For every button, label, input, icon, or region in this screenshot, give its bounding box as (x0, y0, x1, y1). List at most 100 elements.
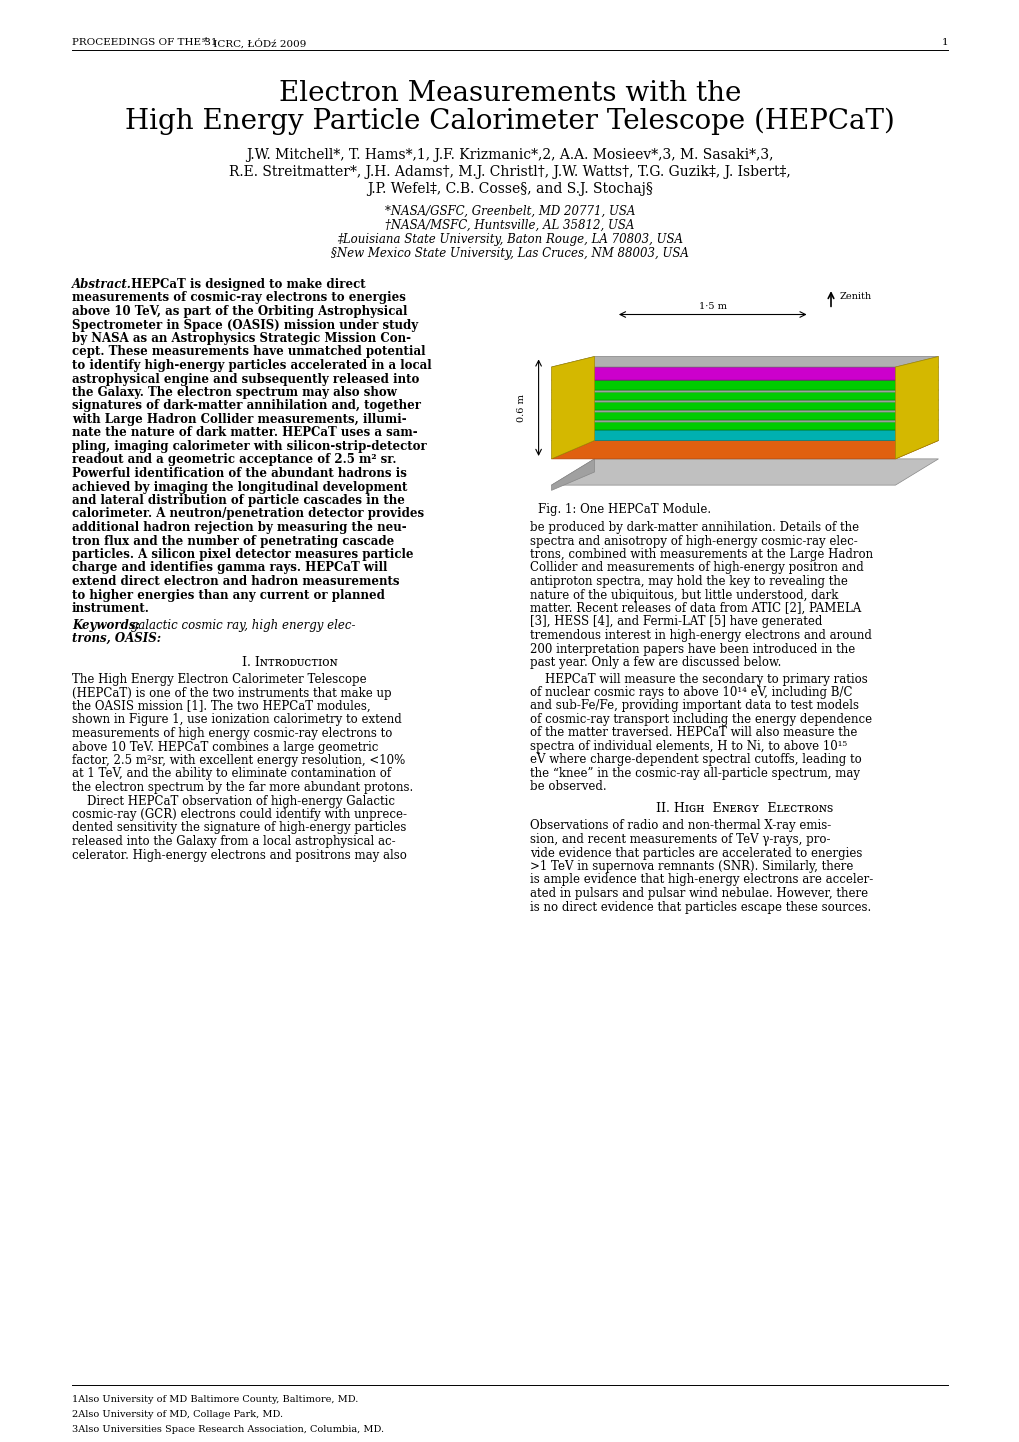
Text: eV where charge-dependent spectral cutoffs, leading to: eV where charge-dependent spectral cutof… (530, 754, 861, 767)
Text: Direct HEPCaT observation of high-energy Galactic: Direct HEPCaT observation of high-energy… (72, 795, 394, 808)
Text: *NASA/GSFC, Greenbelt, MD 20771, USA: *NASA/GSFC, Greenbelt, MD 20771, USA (384, 205, 635, 218)
Text: HEPCaT is designed to make direct: HEPCaT is designed to make direct (127, 278, 365, 291)
Polygon shape (551, 410, 937, 420)
Text: 1: 1 (941, 37, 947, 48)
Text: astrophysical engine and subsequently released into: astrophysical engine and subsequently re… (72, 372, 419, 385)
Text: dented sensitivity the signature of high-energy particles: dented sensitivity the signature of high… (72, 822, 406, 835)
Text: nature of the ubiquitous, but little understood, dark: nature of the ubiquitous, but little und… (530, 588, 838, 601)
Text: Abstract.: Abstract. (72, 278, 131, 291)
Polygon shape (551, 459, 594, 490)
Text: II. Hɪɢʜ  Eɴᴇʀɢʏ  Eʟᴇᴄᴛʀᴏɴs: II. Hɪɢʜ Eɴᴇʀɢʏ Eʟᴇᴄᴛʀᴏɴs (656, 802, 833, 815)
Text: of nuclear cosmic rays to above 10¹⁴ eV, including B/C: of nuclear cosmic rays to above 10¹⁴ eV,… (530, 686, 852, 699)
Text: cept. These measurements have unmatched potential: cept. These measurements have unmatched … (72, 346, 425, 359)
Text: The High Energy Electron Calorimeter Telescope: The High Energy Electron Calorimeter Tel… (72, 673, 366, 686)
Text: J.P. Wefel‡, C.B. Cosse§, and S.J. Stochaj§: J.P. Wefel‡, C.B. Cosse§, and S.J. Stoch… (367, 182, 652, 196)
Text: spectra of individual elements, H to Ni, to above 10¹⁵: spectra of individual elements, H to Ni,… (530, 740, 847, 753)
Text: and sub-Fe/Fe, providing important data to test models: and sub-Fe/Fe, providing important data … (530, 699, 858, 712)
Text: particles. A silicon pixel detector measures particle: particles. A silicon pixel detector meas… (72, 548, 413, 561)
Polygon shape (551, 368, 937, 381)
Polygon shape (551, 399, 937, 410)
Text: celerator. High-energy electrons and positrons may also: celerator. High-energy electrons and pos… (72, 848, 407, 861)
Text: Electron Measurements with the: Electron Measurements with the (278, 79, 741, 107)
Polygon shape (551, 356, 937, 368)
Text: ‡Louisiana State University, Baton Rouge, LA 70803, USA: ‡Louisiana State University, Baton Rouge… (336, 234, 683, 247)
Text: trons, OASIS:: trons, OASIS: (72, 632, 161, 645)
Text: above 10 TeV. HEPCaT combines a large geometric: above 10 TeV. HEPCaT combines a large ge… (72, 741, 378, 754)
Text: released into the Galaxy from a local astrophysical ac-: released into the Galaxy from a local as… (72, 835, 395, 848)
Text: Observations of radio and non-thermal X-ray emis-: Observations of radio and non-thermal X-… (530, 819, 830, 832)
Text: †NASA/MSFC, Huntsville, AL 35812, USA: †NASA/MSFC, Huntsville, AL 35812, USA (385, 219, 634, 232)
Text: the “knee” in the cosmic-ray all-particle spectrum, may: the “knee” in the cosmic-ray all-particl… (530, 767, 859, 780)
Text: PROCEEDINGS OF THE 31: PROCEEDINGS OF THE 31 (72, 37, 217, 48)
Polygon shape (551, 381, 937, 391)
Text: the electron spectrum by the far more abundant protons.: the electron spectrum by the far more ab… (72, 782, 413, 795)
Text: tremendous interest in high-energy electrons and around: tremendous interest in high-energy elect… (530, 629, 871, 642)
Text: additional hadron rejection by measuring the neu-: additional hadron rejection by measuring… (72, 521, 407, 534)
Polygon shape (551, 420, 937, 423)
Polygon shape (551, 410, 937, 412)
Text: R.E. Streitmatter*, J.H. Adams†, M.J. Christl†, J.W. Watts†, T.G. Guzik‡, J. Isb: R.E. Streitmatter*, J.H. Adams†, M.J. Ch… (229, 164, 790, 179)
Text: 200 interpretation papers have been introduced in the: 200 interpretation papers have been intr… (530, 643, 854, 656)
Text: (HEPCaT) is one of the two instruments that make up: (HEPCaT) is one of the two instruments t… (72, 686, 391, 699)
Text: to identify high-energy particles accelerated in a local: to identify high-energy particles accele… (72, 359, 431, 372)
Text: ated in pulsars and pulsar wind nebulae. However, there: ated in pulsars and pulsar wind nebulae.… (530, 887, 867, 900)
Text: and lateral distribution of particle cascades in the: and lateral distribution of particle cas… (72, 495, 405, 508)
Text: signatures of dark-matter annihilation and, together: signatures of dark-matter annihilation a… (72, 399, 421, 412)
Text: sion, and recent measurements of TeV γ-rays, pro-: sion, and recent measurements of TeV γ-r… (530, 833, 829, 846)
Text: matter. Recent releases of data from ATIC [2], PAMELA: matter. Recent releases of data from ATI… (530, 601, 860, 614)
Text: Powerful identification of the abundant hadrons is: Powerful identification of the abundant … (72, 467, 407, 480)
Text: vide evidence that particles are accelerated to energies: vide evidence that particles are acceler… (530, 846, 861, 859)
Text: High Energy Particle Calorimeter Telescope (HEPCaT): High Energy Particle Calorimeter Telesco… (125, 108, 894, 136)
Text: Zenith: Zenith (839, 291, 871, 300)
Text: be observed.: be observed. (530, 780, 606, 793)
Text: ICRC, ŁÓDź 2009: ICRC, ŁÓDź 2009 (210, 37, 306, 49)
Text: is no direct evidence that particles escape these sources.: is no direct evidence that particles esc… (530, 900, 870, 913)
Text: factor, 2.5 m²sr, with excellent energy resolution, <10%: factor, 2.5 m²sr, with excellent energy … (72, 754, 405, 767)
Text: §New Mexico State University, Las Cruces, NM 88003, USA: §New Mexico State University, Las Cruces… (331, 247, 688, 260)
Text: >1 TeV in supernova remnants (SNR). Similarly, there: >1 TeV in supernova remnants (SNR). Simi… (530, 859, 853, 872)
Polygon shape (551, 430, 937, 440)
Text: I. Iɴᴛʀᴏᴅᴜᴄᴛɪᴏɴ: I. Iɴᴛʀᴏᴅᴜᴄᴛɪᴏɴ (242, 656, 337, 669)
Polygon shape (895, 356, 937, 459)
Text: 1·5 m: 1·5 m (698, 303, 727, 311)
Text: Fig. 1: One HEPCaT Module.: Fig. 1: One HEPCaT Module. (538, 503, 711, 516)
Text: nate the nature of dark matter. HEPCaT uses a sam-: nate the nature of dark matter. HEPCaT u… (72, 427, 417, 440)
Polygon shape (551, 420, 937, 430)
Text: of cosmic-ray transport including the energy dependence: of cosmic-ray transport including the en… (530, 712, 871, 725)
Text: HEPCaT will measure the secondary to primary ratios: HEPCaT will measure the secondary to pri… (530, 672, 867, 685)
Text: at 1 TeV, and the ability to eliminate contamination of: at 1 TeV, and the ability to eliminate c… (72, 767, 390, 780)
Text: with Large Hadron Collider measurements, illumi-: with Large Hadron Collider measurements,… (72, 412, 407, 425)
Text: st: st (202, 36, 209, 45)
Polygon shape (551, 399, 937, 402)
Text: the OASIS mission [1]. The two HEPCaT modules,: the OASIS mission [1]. The two HEPCaT mo… (72, 699, 370, 712)
Polygon shape (551, 389, 937, 392)
Text: 3Also Universities Space Research Association, Columbia, MD.: 3Also Universities Space Research Associ… (72, 1425, 384, 1433)
Text: achieved by imaging the longitudinal development: achieved by imaging the longitudinal dev… (72, 480, 407, 493)
Text: spectra and anisotropy of high-energy cosmic-ray elec-: spectra and anisotropy of high-energy co… (530, 535, 857, 548)
Text: charge and identifies gamma rays. HEPCaT will: charge and identifies gamma rays. HEPCaT… (72, 561, 387, 574)
Text: [3], HESS [4], and Fermi-LAT [5] have generated: [3], HESS [4], and Fermi-LAT [5] have ge… (530, 616, 821, 629)
Text: to higher energies than any current or planned: to higher energies than any current or p… (72, 588, 384, 601)
Text: extend direct electron and hadron measurements: extend direct electron and hadron measur… (72, 575, 399, 588)
Text: Spectrometer in Space (OASIS) mission under study: Spectrometer in Space (OASIS) mission un… (72, 319, 418, 332)
Polygon shape (551, 440, 937, 459)
Text: Keywords:: Keywords: (72, 619, 140, 632)
Text: antiproton spectra, may hold the key to revealing the: antiproton spectra, may hold the key to … (530, 575, 847, 588)
Text: is ample evidence that high-energy electrons are acceler-: is ample evidence that high-energy elect… (530, 874, 872, 887)
Text: be produced by dark-matter annihilation. Details of the: be produced by dark-matter annihilation.… (530, 521, 858, 534)
Text: 0.6 m: 0.6 m (517, 394, 525, 421)
Polygon shape (551, 391, 937, 399)
Text: galactic cosmic ray, high energy elec-: galactic cosmic ray, high energy elec- (127, 619, 356, 632)
Text: readout and a geometric acceptance of 2.5 m² sr.: readout and a geometric acceptance of 2.… (72, 453, 396, 467)
Polygon shape (551, 356, 594, 459)
Text: measurements of cosmic-ray electrons to energies: measurements of cosmic-ray electrons to … (72, 291, 406, 304)
Text: 1Also University of MD Baltimore County, Baltimore, MD.: 1Also University of MD Baltimore County,… (72, 1394, 358, 1405)
Text: trons, combined with measurements at the Large Hadron: trons, combined with measurements at the… (530, 548, 872, 561)
Text: measurements of high energy cosmic-ray electrons to: measurements of high energy cosmic-ray e… (72, 727, 392, 740)
Text: tron flux and the number of penetrating cascade: tron flux and the number of penetrating … (72, 535, 394, 548)
Text: above 10 TeV, as part of the Orbiting Astrophysical: above 10 TeV, as part of the Orbiting As… (72, 306, 407, 319)
Text: shown in Figure 1, use ionization calorimetry to extend: shown in Figure 1, use ionization calori… (72, 714, 401, 727)
Text: pling, imaging calorimeter with silicon-strip-detector: pling, imaging calorimeter with silicon-… (72, 440, 426, 453)
Text: cosmic-ray (GCR) electrons could identify with unprece-: cosmic-ray (GCR) electrons could identif… (72, 808, 407, 820)
Text: past year. Only a few are discussed below.: past year. Only a few are discussed belo… (530, 656, 781, 669)
